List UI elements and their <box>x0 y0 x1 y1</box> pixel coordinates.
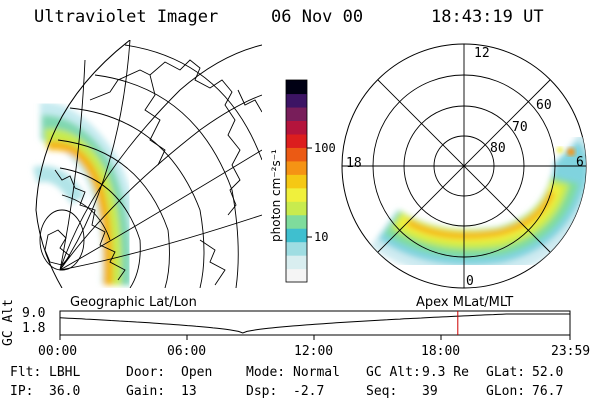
status-value-mode: Normal <box>293 365 340 380</box>
color-scale-segment <box>286 201 307 216</box>
color-scale-tick-10: 10 <box>314 230 329 244</box>
status-label-seq: Seq: <box>366 384 398 399</box>
status-label-dsp: Dsp: <box>246 384 278 399</box>
color-scale-segment <box>286 268 307 283</box>
time-tick-2359: 23:59 <box>551 344 591 359</box>
status-value-door: Open <box>181 365 213 380</box>
right-projection-label: Apex MLat/MLT <box>416 295 514 310</box>
altitude-curve <box>59 313 570 334</box>
color-scale-tick-100: 100 <box>314 141 336 155</box>
status-value-seq: 39 <box>422 384 438 399</box>
time-tick-0600: 06:00 <box>167 344 207 359</box>
time-tick-0000: 00:00 <box>38 344 78 359</box>
status-label-ip: IP: <box>10 384 34 399</box>
altitude-tick-low: 1.8 <box>22 321 46 336</box>
time-tick-1800: 18:00 <box>421 344 461 359</box>
status-value-gc-alt: 9.3 Re <box>422 365 469 380</box>
coastlines <box>44 59 262 286</box>
color-scale-segment <box>286 160 307 175</box>
polar-plot <box>341 43 587 289</box>
altitude-axis-label: GC Alt <box>1 299 16 346</box>
color-scale-unit: photon cm⁻²s⁻¹ <box>269 149 283 242</box>
lat-label-80: 80 <box>490 141 506 156</box>
status-value-glon: 76.7 <box>532 384 564 399</box>
observation-time: 18:43:19 UT <box>431 7 544 27</box>
altitude-strip <box>59 310 571 340</box>
status-value-dsp: -2.7 <box>293 384 325 399</box>
status-value-filter: LBHL <box>49 365 81 380</box>
color-scale-segment <box>286 241 307 256</box>
mlt-label-18: 18 <box>346 156 362 171</box>
color-scale-segment <box>286 120 307 135</box>
color-scale-segment <box>286 80 307 95</box>
geographic-map <box>32 40 262 288</box>
status-label-glon: GLon: <box>486 384 526 399</box>
time-tick-1200: 12:00 <box>294 344 334 359</box>
altitude-tick-high: 9.0 <box>22 306 46 321</box>
left-aurora-emission <box>32 101 140 287</box>
color-scale-segment <box>286 228 307 243</box>
color-scale-segment <box>286 174 307 189</box>
color-scale-segment <box>286 147 307 162</box>
mlt-label-12: 12 <box>474 46 490 61</box>
status-value-ip: 36.0 <box>49 384 81 399</box>
color-scale-bar <box>286 80 307 283</box>
mlt-label-6: 6 <box>576 155 584 170</box>
status-value-glat: 52.0 <box>532 365 564 380</box>
observation-date: 06 Nov 00 <box>271 7 364 27</box>
status-label-glat: GLat: <box>486 365 526 380</box>
polar-grid <box>342 44 586 288</box>
status-value-gain: 13 <box>181 384 197 399</box>
lat-label-60: 60 <box>536 98 552 113</box>
color-scale-segment <box>286 187 307 202</box>
status-label-gc-alt: GC Alt: <box>366 365 421 380</box>
status-label-gain: Gain: <box>126 384 166 399</box>
color-scale-segment <box>286 133 307 148</box>
color-scale-segment <box>286 93 307 108</box>
color-scale-segment <box>286 106 307 121</box>
left-projection-label: Geographic Lat/Lon <box>70 295 197 310</box>
status-label-door: Door: <box>126 365 166 380</box>
color-scale <box>285 79 312 283</box>
color-scale-segment <box>286 214 307 229</box>
color-scale-segment <box>286 255 307 270</box>
status-label-mode: Mode: <box>246 365 286 380</box>
lat-label-70: 70 <box>512 120 528 135</box>
instrument-title: Ultraviolet Imager <box>34 7 219 27</box>
mlt-label-0: 0 <box>466 274 474 289</box>
status-label-filter: Flt: <box>10 365 42 380</box>
graticule <box>39 40 262 288</box>
